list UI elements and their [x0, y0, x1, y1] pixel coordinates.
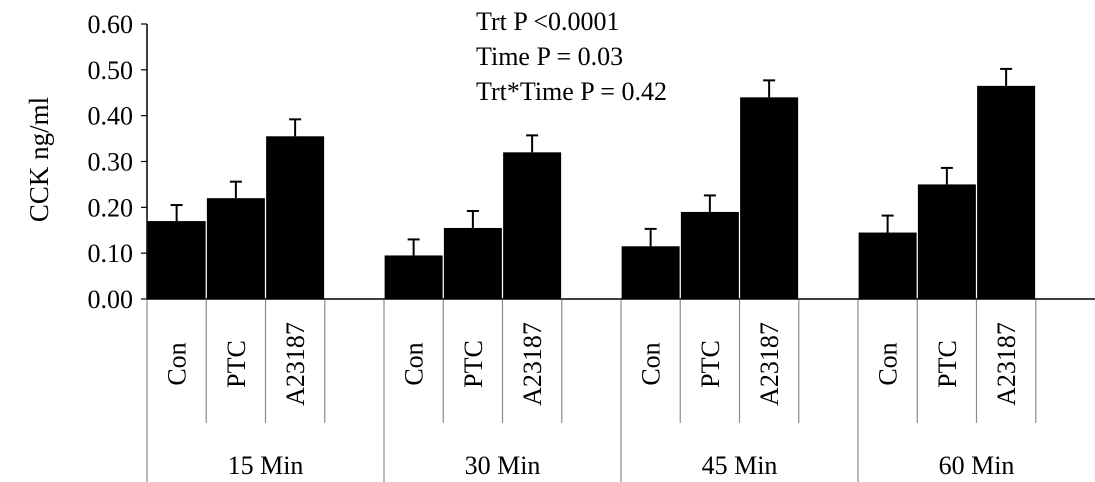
bar: [977, 85, 1036, 299]
y-axis-title: CCK ng/ml: [24, 97, 54, 222]
bar-category-label: A23187: [755, 322, 784, 406]
bar: [147, 221, 206, 299]
bar: [384, 255, 443, 299]
bar: [680, 211, 739, 299]
stats-annotation: Trt P <0.0001: [476, 7, 620, 36]
y-tick-label: 0.50: [88, 56, 134, 85]
bar-category-label: PTC: [696, 340, 725, 388]
bar-category-label: Con: [400, 342, 429, 385]
y-tick-label: 0.40: [88, 102, 134, 131]
bar-category-label: Con: [163, 342, 192, 385]
bar: [621, 246, 680, 299]
bar: [206, 198, 265, 299]
bar-category-label: PTC: [459, 340, 488, 388]
group-label: 60 Min: [939, 451, 1015, 480]
y-tick-label: 0.20: [88, 193, 134, 222]
bar: [503, 152, 562, 299]
bar: [443, 227, 502, 299]
y-tick-label: 0.00: [88, 285, 134, 314]
bar-category-label: Con: [874, 342, 903, 385]
bar: [858, 232, 917, 299]
bar: [266, 136, 325, 299]
bar: [740, 97, 799, 299]
y-tick-label: 0.60: [88, 10, 134, 39]
y-tick-label: 0.30: [88, 148, 134, 177]
group-label: 15 Min: [228, 451, 304, 480]
group-label: 30 Min: [465, 451, 541, 480]
bar-category-label: PTC: [933, 340, 962, 388]
bar-category-label: PTC: [222, 340, 251, 388]
bar: [917, 184, 976, 299]
bar-category-label: A23187: [992, 322, 1021, 406]
stats-annotation: Trt*Time P = 0.42: [476, 77, 667, 106]
bar-category-label: Con: [637, 342, 666, 385]
bar-category-label: A23187: [518, 322, 547, 406]
y-tick-label: 0.10: [88, 239, 134, 268]
group-label: 45 Min: [702, 451, 778, 480]
bar-category-label: A23187: [281, 322, 310, 406]
stats-annotation: Time P = 0.03: [476, 42, 623, 71]
